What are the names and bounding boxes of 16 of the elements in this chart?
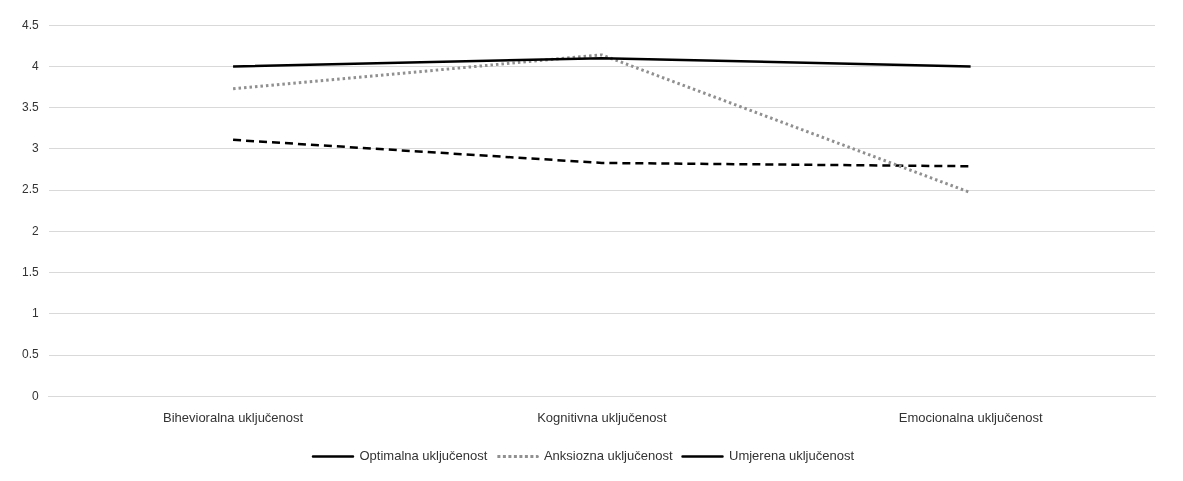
y-tick-label: 1.5 (21, 264, 39, 279)
y-tick-label: 2.5 (21, 182, 39, 197)
y-tick-label: 3 (31, 141, 39, 156)
y-tick-label: 0.5 (21, 347, 39, 362)
legend-label: Umjerena uključenost (729, 448, 855, 464)
y-tick-label: 4 (31, 58, 39, 73)
x-tick-label: Bihevioralna uključenost (162, 409, 304, 425)
y-tick-label: 4.5 (21, 17, 39, 32)
y-tick-label: 2 (31, 223, 39, 238)
y-tick-label: 1 (31, 306, 39, 321)
legend-label: Anksiozna uključenost (543, 448, 673, 464)
legend-label: Optimalna uključenost (359, 448, 488, 464)
x-tick-label: Kognitivna uključenost (537, 409, 667, 425)
y-tick-label: 0 (31, 388, 39, 403)
x-tick-label: Emocionalna uključenost (898, 409, 1043, 425)
y-tick-label: 3.5 (21, 100, 39, 114)
